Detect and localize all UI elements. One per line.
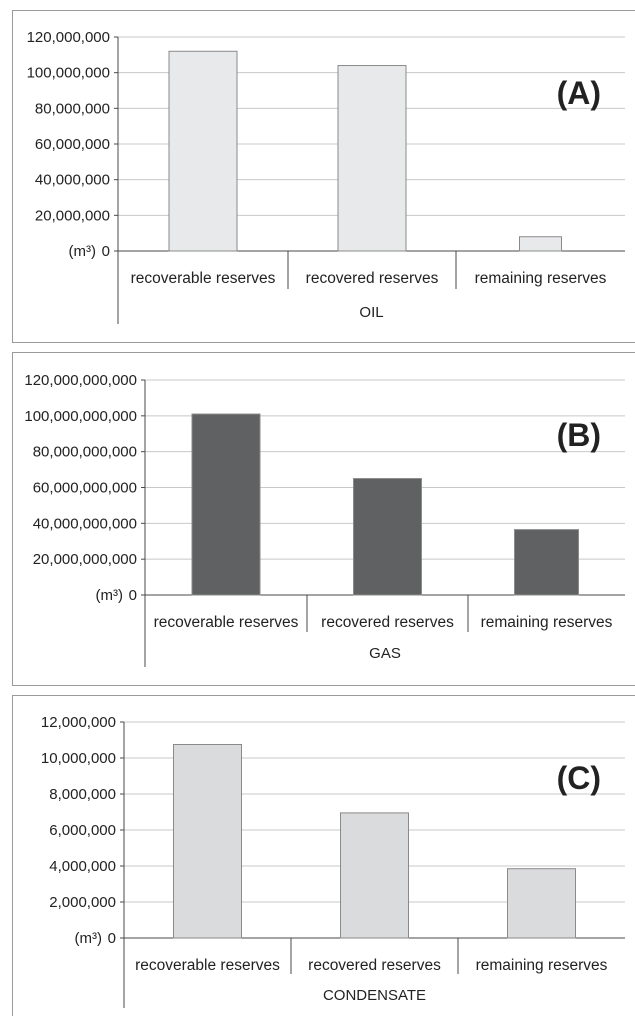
bar-recovered-reserves [353, 478, 422, 596]
panel-letter: (C) [557, 760, 601, 796]
y-tick-label: 100,000,000 [27, 65, 110, 82]
bar-remaining-reserves [514, 529, 579, 596]
group-label: CONDENSATE [323, 987, 426, 1004]
y-tick-label: 80,000,000,000 [33, 444, 137, 461]
y-tick-label: 80,000,000 [35, 100, 110, 117]
category-label: remaining reserves [475, 270, 607, 287]
bar-recovered-reserves [340, 812, 409, 939]
y-tick-label: 12,000,000 [41, 714, 116, 731]
y-tick-label: 6,000,000 [49, 822, 116, 839]
y-tick-label: 0 [108, 930, 116, 947]
y-tick-label: 120,000,000,000 [24, 372, 137, 389]
unit-label: (m³) [75, 930, 102, 947]
bar-recoverable-reserves [168, 50, 238, 252]
chart-panel-2: 0 20,000,000,000 40,000,000,000 60,000,000,… [12, 352, 635, 686]
y-tick-label: 60,000,000 [35, 136, 110, 153]
category-label: recoverable reserves [154, 614, 299, 631]
category-label: recovered reserves [306, 270, 439, 287]
category-label: recovered reserves [321, 614, 454, 631]
panel-frame [12, 352, 635, 686]
y-tick-label: 0 [102, 243, 110, 260]
y-tick-label: 4,000,000 [49, 858, 116, 875]
panel-letter: (A) [557, 75, 601, 111]
y-tick-label: 20,000,000,000 [33, 551, 137, 568]
y-tick-label: 20,000,000 [35, 207, 110, 224]
y-tick-label: 8,000,000 [49, 786, 116, 803]
bar-recoverable-reserves [191, 413, 261, 596]
bar-remaining-reserves [507, 868, 576, 939]
y-tick-label: 120,000,000 [27, 29, 110, 46]
category-label: recovered reserves [308, 957, 441, 974]
chart-panel-3: 0 2,000,000 4,000,000 6,000,000 8,000,000 10,… [12, 695, 635, 1016]
y-tick-label: 40,000,000 [35, 172, 110, 189]
bar-recovered-reserves [337, 65, 407, 252]
bar-recoverable-reserves [173, 744, 242, 939]
panel-letter: (B) [557, 417, 601, 453]
panel-frame [12, 695, 635, 1016]
unit-label: (m³) [96, 587, 123, 604]
category-label: remaining reserves [481, 614, 613, 631]
panel-frame [12, 10, 635, 343]
y-tick-label: 10,000,000 [41, 750, 116, 767]
category-label: recoverable reserves [131, 270, 276, 287]
unit-label: (m³) [69, 243, 96, 260]
y-tick-label: 100,000,000,000 [24, 408, 137, 425]
y-tick-label: 0 [129, 587, 137, 604]
y-tick-label: 60,000,000,000 [33, 480, 137, 497]
y-tick-label: 40,000,000,000 [33, 515, 137, 532]
category-label: remaining reserves [476, 957, 608, 974]
category-label: recoverable reserves [135, 957, 280, 974]
chart-panel-1: 0 20,000,000 40,000,000 60,000,000 80,000,00… [12, 10, 635, 343]
group-label: GAS [369, 645, 401, 662]
y-tick-label: 2,000,000 [49, 894, 116, 911]
bar-remaining-reserves [519, 236, 562, 252]
group-label: OIL [359, 304, 383, 321]
